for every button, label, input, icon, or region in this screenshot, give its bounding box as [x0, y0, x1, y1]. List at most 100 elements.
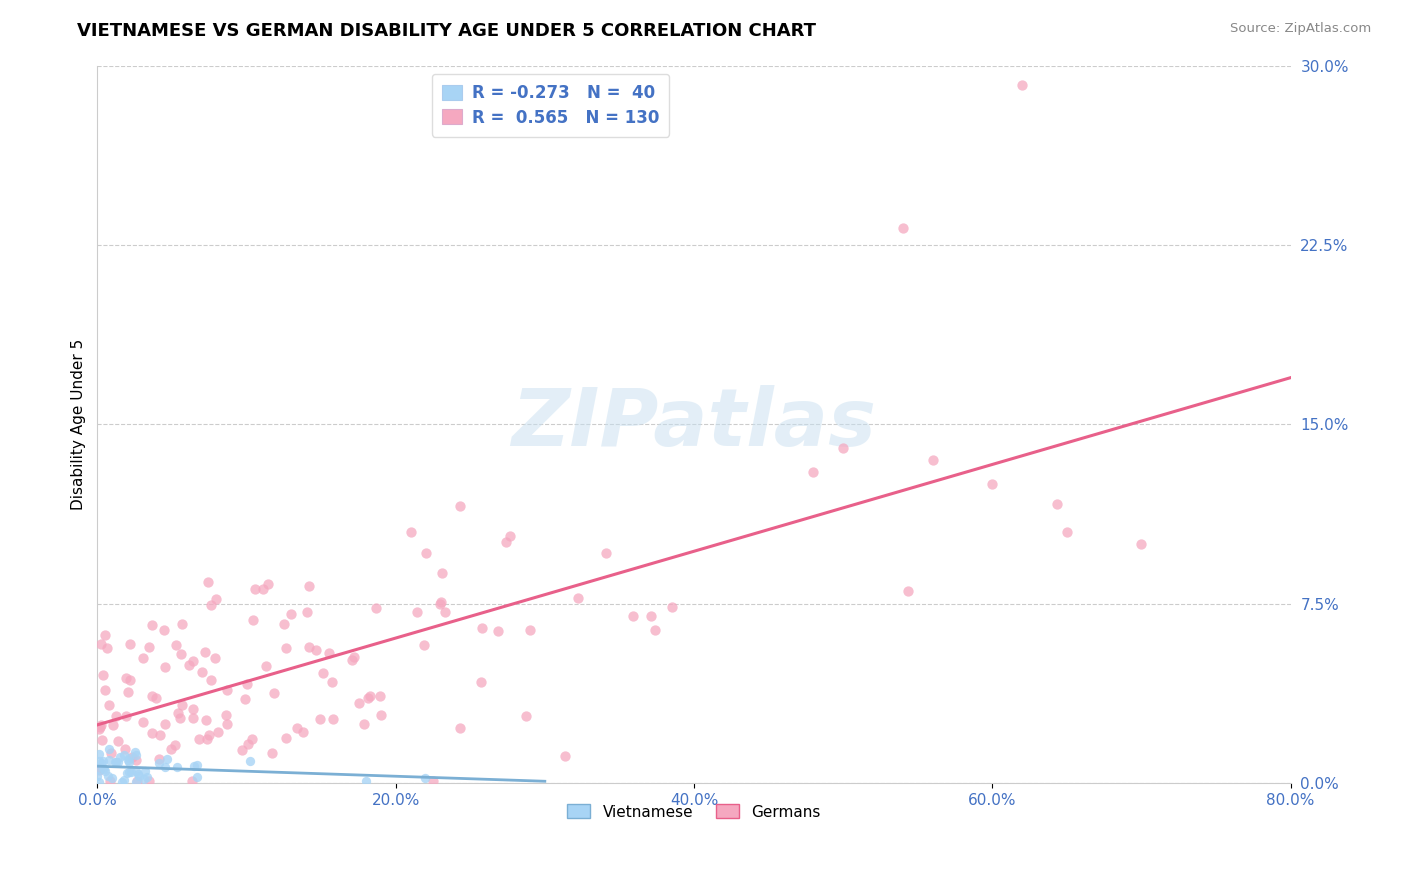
Point [183, 758, 205, 772]
Point [138, 773, 160, 788]
Point [104, 708, 127, 723]
Point [181, 654, 204, 668]
Point [981, 477, 1004, 491]
Point [148, 756, 170, 771]
Point [595, 546, 617, 560]
Point [104, 756, 127, 770]
Point [291, 724, 314, 739]
Point [148, 752, 170, 766]
Point [105, 755, 128, 769]
Point [515, 709, 537, 723]
Point [236, 737, 259, 751]
Point [87, 775, 110, 789]
Point [98, 698, 121, 713]
Point [217, 716, 239, 731]
Point [112, 748, 135, 763]
Point [801, 465, 824, 479]
Point [118, 751, 141, 765]
Point [103, 718, 125, 732]
Point [236, 676, 259, 690]
Point [432, 566, 454, 580]
Point [273, 617, 295, 632]
Point [141, 618, 163, 632]
Point [280, 607, 302, 621]
Point [312, 665, 335, 680]
Point [115, 709, 138, 723]
Point [112, 773, 135, 788]
Point [239, 754, 262, 768]
Point [621, 608, 644, 623]
Point [172, 616, 194, 631]
Point [87, 747, 110, 761]
Point [181, 701, 204, 715]
Point [141, 690, 163, 704]
Point [90, 718, 112, 732]
Point [141, 726, 163, 740]
Point [128, 769, 150, 783]
Point [114, 741, 136, 756]
Point [644, 623, 666, 637]
Point [640, 609, 662, 624]
Point [120, 765, 142, 780]
Point [263, 686, 285, 700]
Point [486, 624, 509, 638]
Point [108, 749, 131, 764]
Point [117, 753, 139, 767]
Point [91, 754, 114, 768]
Point [165, 639, 187, 653]
Point [661, 599, 683, 614]
Point [194, 713, 217, 727]
Point [194, 645, 217, 659]
Point [124, 745, 146, 759]
Point [107, 733, 129, 747]
Point [285, 721, 308, 735]
Text: VIETNAMESE VS GERMAN DISABILITY AGE UNDER 5 CORRELATION CHART: VIETNAMESE VS GERMAN DISABILITY AGE UNDE… [77, 22, 817, 40]
Point [97, 742, 120, 756]
Point [343, 649, 366, 664]
Point [125, 753, 148, 767]
Point [305, 642, 328, 657]
Point [187, 731, 209, 746]
Point [204, 651, 226, 665]
Point [495, 534, 517, 549]
Point [257, 577, 280, 591]
Point [131, 714, 153, 729]
Point [274, 731, 297, 746]
Point [125, 747, 148, 762]
Point [135, 770, 157, 784]
Point [159, 742, 181, 756]
Point [340, 652, 363, 666]
Point [499, 529, 522, 543]
Point [97, 769, 120, 783]
Point [243, 582, 266, 596]
Point [1011, 78, 1033, 92]
Point [413, 638, 436, 652]
Point [115, 766, 138, 780]
Point [832, 442, 855, 456]
Point [120, 673, 142, 688]
Point [359, 689, 381, 703]
Point [567, 591, 589, 605]
Point [101, 771, 124, 785]
Point [200, 673, 222, 687]
Point [170, 647, 193, 661]
Point [165, 738, 187, 752]
Point [177, 657, 200, 672]
Point [87, 763, 110, 777]
Point [100, 746, 122, 760]
Point [153, 759, 176, 773]
Point [127, 767, 149, 781]
Point [98, 753, 121, 767]
Point [353, 717, 375, 731]
Point [197, 574, 219, 589]
Point [205, 591, 228, 606]
Point [399, 525, 422, 540]
Point [252, 582, 274, 597]
Point [207, 724, 229, 739]
Point [90, 637, 112, 651]
Point [134, 764, 156, 778]
Point [153, 624, 176, 638]
Point [242, 731, 264, 746]
Point [430, 594, 453, 608]
Point [138, 640, 160, 654]
